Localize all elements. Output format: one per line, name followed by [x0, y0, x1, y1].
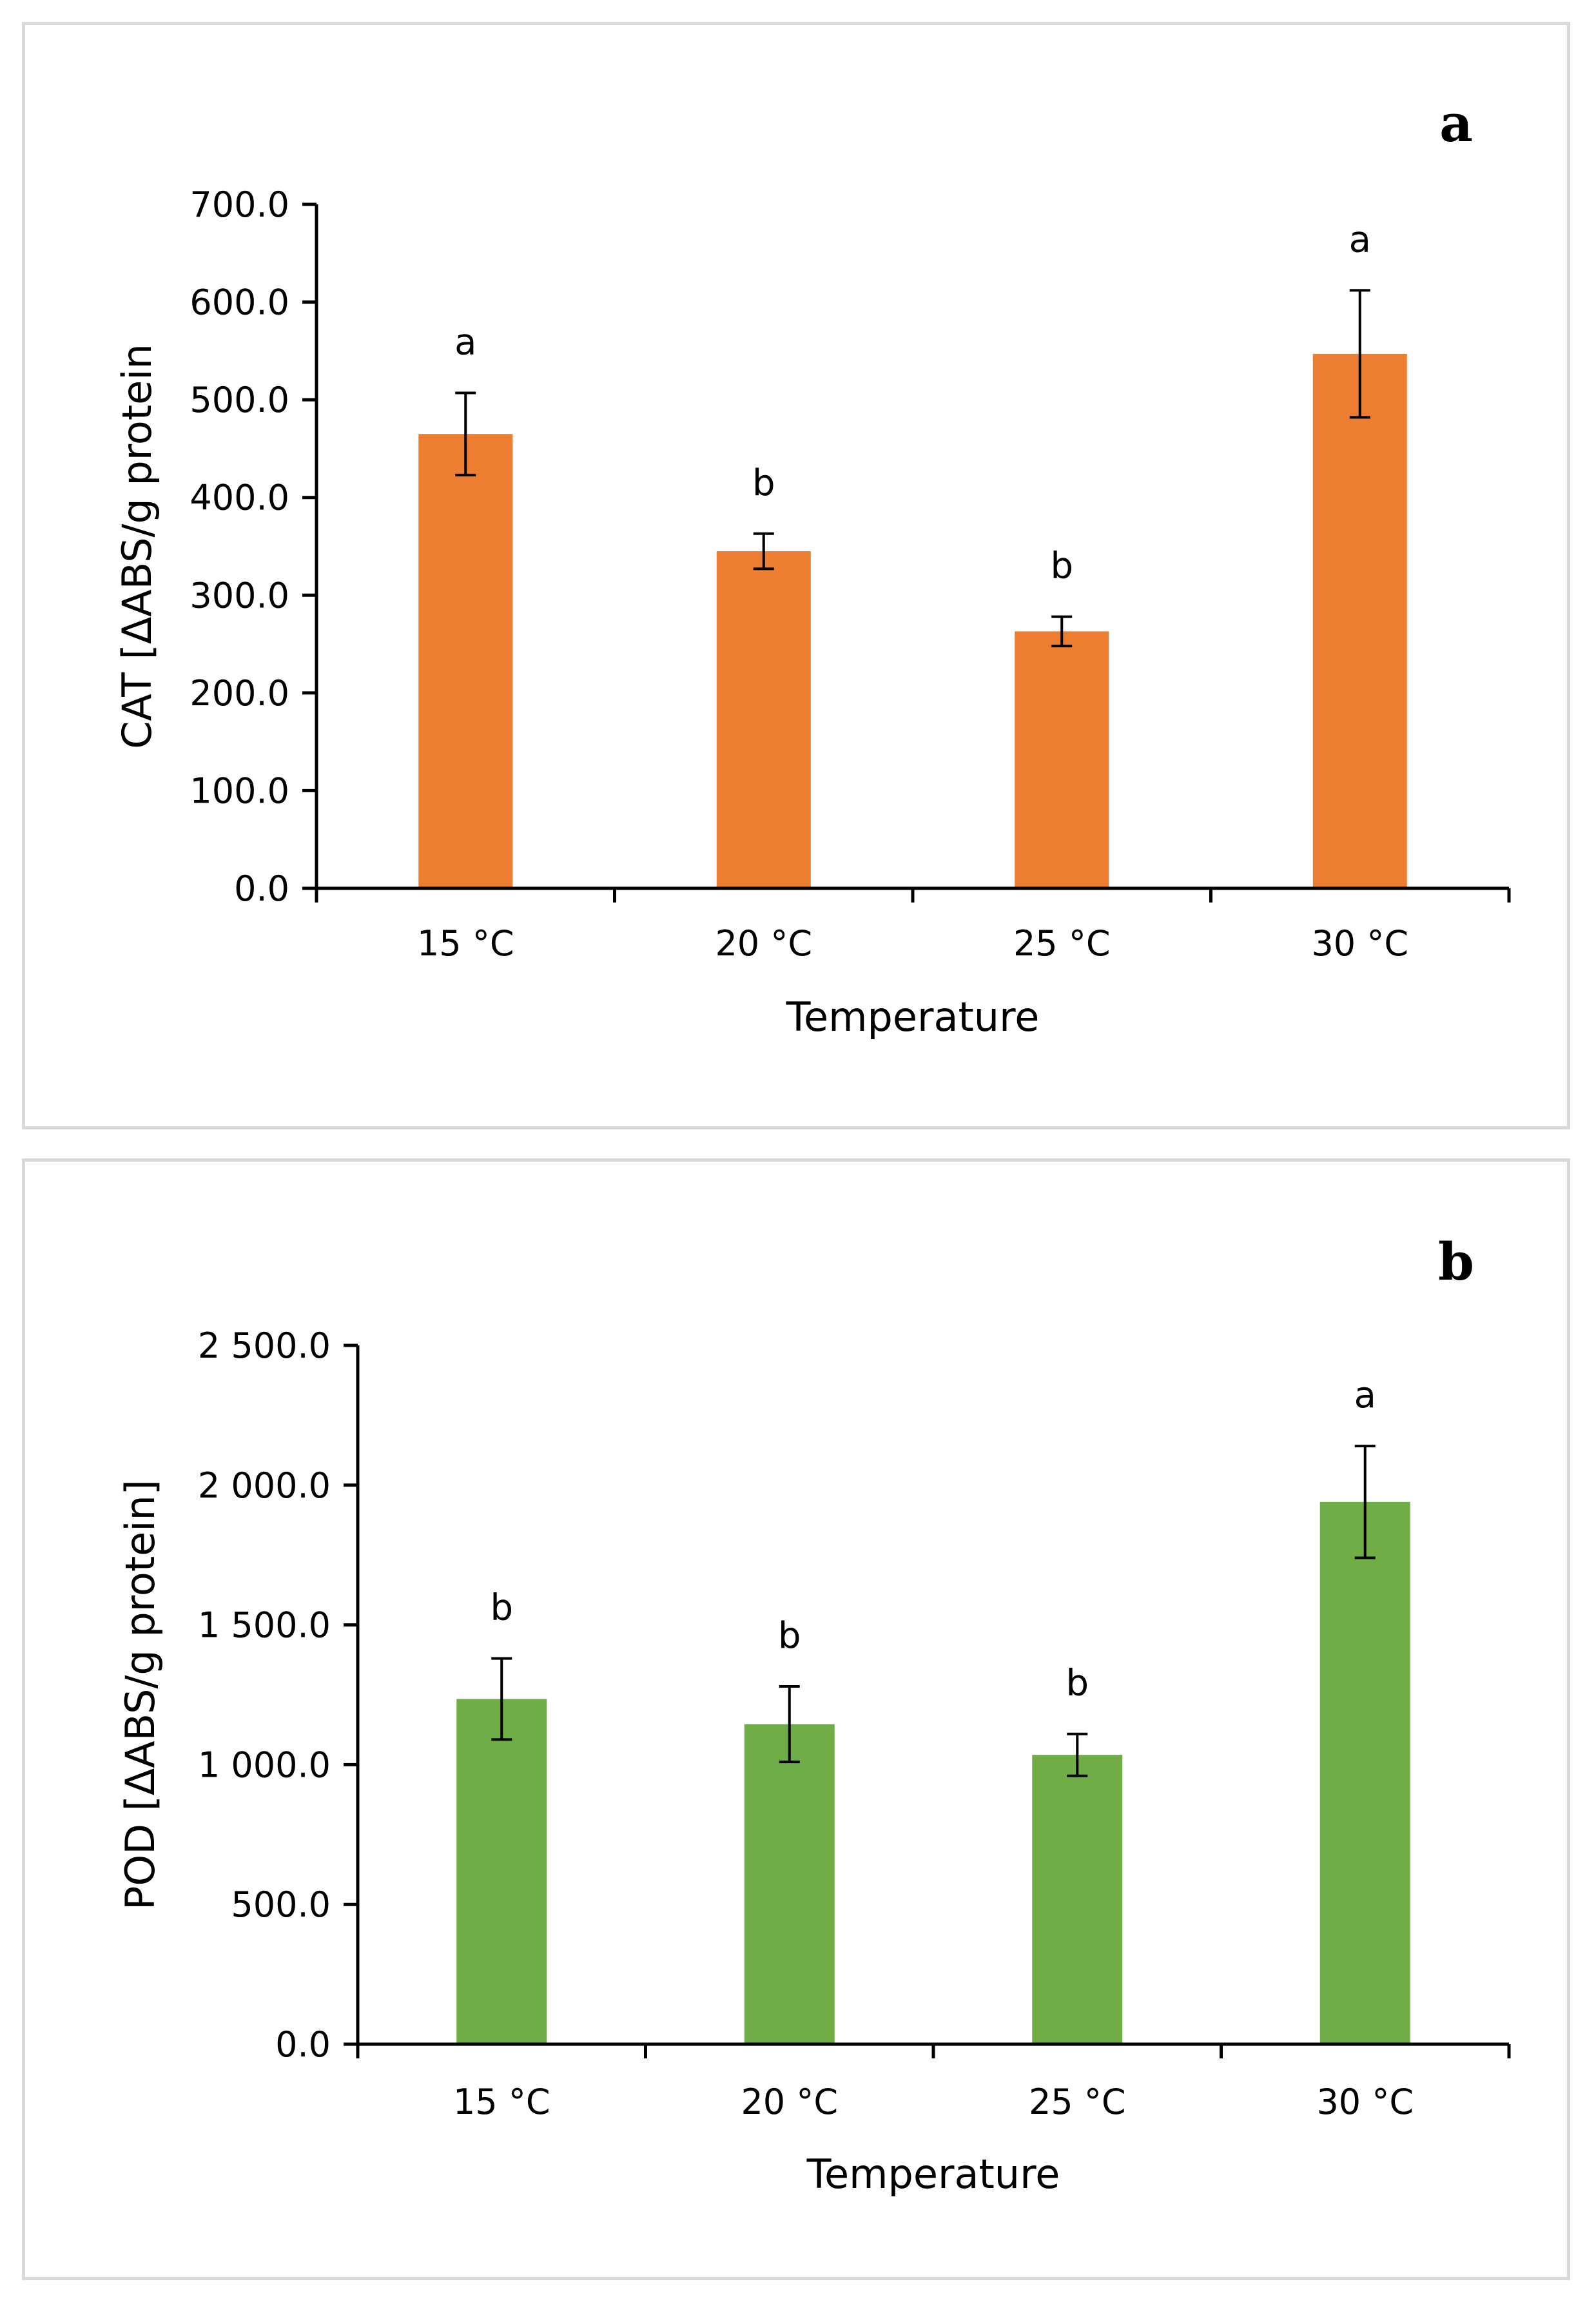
cat-bar-chart: a 15 °C b 20 °C b 25 °C a 30 °C 0.0 100.0 200.0 300… — [113, 93, 1511, 1040]
chart-panel-a: a 15 °C b 20 °C b 25 °C a 30 °C 0.0 100.0 200.0 300… — [22, 22, 1570, 1129]
y-tick-label-3: 300.0 — [190, 575, 289, 616]
y-axis-title: POD [ΔABS/g protein] — [117, 1479, 164, 1910]
bar-1 — [456, 1699, 547, 2044]
x-tick-label-4: 30 °C — [1311, 923, 1408, 964]
significance-label-3: b — [1066, 1663, 1089, 1704]
significance-label-2: b — [752, 462, 775, 504]
significance-label-2: b — [778, 1615, 801, 1657]
bar-4 — [1319, 1501, 1410, 2044]
significance-label-4: a — [1349, 219, 1371, 260]
panel-letter: a — [1439, 93, 1473, 153]
y-tick-label-4: 400.0 — [190, 478, 289, 518]
chart-panel-b: b 15 °C b 20 °C b 25 °C a 30 °C 0.0 500.0 1 000.0 1… — [22, 1158, 1570, 2280]
error-bar-2 — [779, 1684, 800, 1764]
y-tick-label-2: 1 000.0 — [198, 1744, 331, 1785]
error-bar-3 — [1051, 615, 1073, 648]
x-tick-label-2: 20 °C — [715, 923, 812, 964]
error-bar-1 — [491, 1657, 512, 1741]
error-bar-4 — [1349, 289, 1370, 419]
x-tick-label-3: 25 °C — [1013, 923, 1111, 964]
significance-label-1: b — [490, 1587, 513, 1629]
y-tick-label-4: 2 000.0 — [198, 1465, 331, 1506]
x-axis-title: Temperature — [786, 993, 1040, 1040]
bar-4 — [1312, 353, 1407, 888]
panel-letter: b — [1438, 1231, 1474, 1292]
y-tick-label-1: 100.0 — [190, 770, 289, 811]
y-tick-label-0: 0.0 — [275, 2024, 331, 2065]
x-axis-title: Temperature — [806, 2151, 1060, 2198]
y-tick-label-5: 500.0 — [190, 380, 289, 420]
y-tick-label-2: 200.0 — [190, 673, 289, 714]
y-tick-label-1: 500.0 — [231, 1884, 331, 1925]
bar-3 — [1032, 1755, 1123, 2044]
significance-label-4: a — [1354, 1374, 1376, 1416]
bar-1 — [418, 434, 513, 888]
x-tick-label-2: 20 °C — [741, 2082, 838, 2122]
x-tick-label-1: 15 °C — [417, 923, 514, 964]
x-tick-label-1: 15 °C — [453, 2082, 550, 2122]
bar-2 — [716, 551, 811, 888]
y-tick-label-3: 1 500.0 — [198, 1605, 331, 1646]
y-tick-label-0: 0.0 — [234, 868, 289, 909]
y-axis-title: CAT [ΔABS/g protein — [113, 344, 161, 749]
error-bar-1 — [455, 391, 476, 476]
significance-label-3: b — [1050, 545, 1073, 587]
x-tick-label-4: 30 °C — [1316, 2082, 1414, 2122]
bar-3 — [1015, 631, 1109, 888]
error-bar-4 — [1354, 1445, 1376, 1559]
y-tick-label-6: 600.0 — [190, 282, 289, 323]
error-bar-3 — [1067, 1732, 1088, 1777]
error-bar-2 — [753, 532, 774, 571]
y-tick-label-5: 2 500.0 — [198, 1325, 331, 1366]
significance-label-1: a — [454, 322, 476, 364]
bar-2 — [744, 1724, 835, 2044]
y-tick-label-7: 700.0 — [190, 184, 289, 225]
pod-bar-chart: b 15 °C b 20 °C b 25 °C a 30 °C 0.0 500.0 1 000.0 1… — [117, 1231, 1511, 2198]
x-tick-label-3: 25 °C — [1029, 2082, 1126, 2122]
